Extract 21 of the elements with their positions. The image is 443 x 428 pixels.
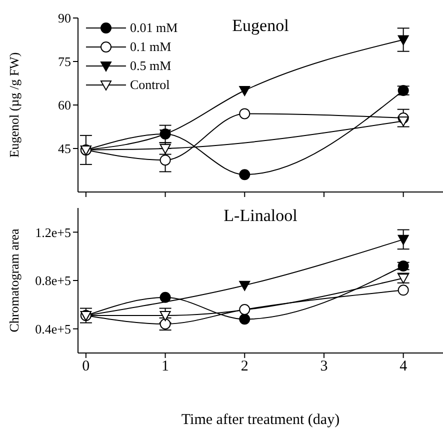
y-tick-label: 1.2e+5 — [35, 224, 71, 240]
y-axis-title: Eugenol (µg /g FW) — [6, 52, 22, 158]
x-tick-label: 1 — [162, 358, 170, 375]
y-tick-label: 0.4e+5 — [35, 321, 71, 336]
x-tick-label: 3 — [320, 358, 328, 375]
x-axis-title: Time after treatment (day) — [181, 412, 340, 428]
chart-title: L-Linalool — [222, 206, 298, 226]
x-tick-label: 0 — [82, 358, 90, 375]
y-tick-label: 60 — [58, 98, 71, 113]
legend-label: 0.5 mM — [130, 57, 172, 75]
chart-title: Eugenol — [232, 16, 289, 35]
legend-label: Control — [130, 76, 170, 94]
y-tick-label: 75 — [58, 54, 71, 70]
x-tick-label: 4 — [400, 358, 408, 375]
legend-label: 0.1 mM — [130, 38, 172, 56]
y-tick-label: 0.8e+5 — [35, 273, 71, 288]
y-tick-label: 90 — [58, 10, 71, 26]
y-tick-label: 45 — [58, 141, 71, 156]
legend-label: 0.01 mM — [130, 19, 178, 37]
y-axis-title: Chromatogram area — [6, 228, 22, 332]
x-tick-label: 2 — [240, 358, 248, 375]
